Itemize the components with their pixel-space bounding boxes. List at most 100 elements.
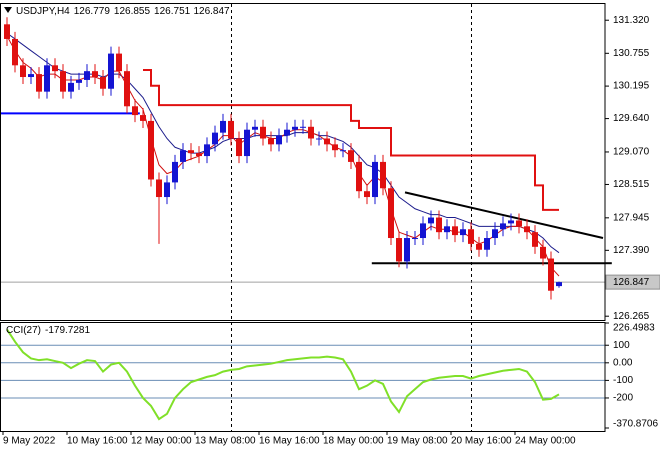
x-tick-label: 12 May 00:00 (131, 436, 192, 447)
cci-line (6, 328, 560, 421)
candle-body (260, 126, 266, 139)
candle-body (164, 182, 170, 198)
high-value: 126.855 (114, 6, 151, 17)
x-tick-label: 18 May 00:00 (323, 436, 384, 447)
candle-body (412, 238, 418, 240)
candle-body (452, 226, 458, 236)
x-tick-label: 24 May 00:00 (515, 436, 576, 447)
candle-body (324, 138, 330, 145)
close-value: 126.847 (193, 6, 230, 17)
candle-body (348, 150, 354, 162)
candle-body (292, 126, 298, 130)
y-tick-label: 130.195 (613, 81, 650, 92)
candle-body (132, 106, 138, 116)
candle-body (396, 238, 402, 262)
y-tick-label: 130.755 (613, 48, 650, 59)
candle-body (60, 71, 66, 92)
chart-title: USDJPY,H4 (16, 6, 70, 17)
candle-body (124, 71, 130, 107)
candle-body (524, 226, 530, 233)
candle-body (204, 144, 210, 157)
y-tick-label: 129.070 (613, 147, 650, 158)
cci-plot (0, 328, 605, 421)
candle-body (444, 226, 450, 233)
cci-tick-label: -100 (613, 375, 633, 386)
candle-body (92, 71, 98, 78)
trend-line (404, 191, 604, 240)
candle-body (100, 77, 106, 89)
moving-average-line (6, 35, 560, 277)
x-tick-label: 13 May 08:00 (195, 436, 256, 447)
current-price-box (605, 274, 660, 290)
candle-body (148, 120, 154, 180)
cci-frame (0, 322, 606, 432)
candle-body (172, 161, 178, 183)
candle-body (220, 120, 226, 133)
cci-tick-label: -200 (613, 393, 633, 404)
x-tick-label: 10 May 16:00 (67, 436, 128, 447)
low-value: 126.751 (154, 6, 191, 17)
candle-body (468, 229, 474, 244)
candle-body (548, 258, 554, 291)
trailing-stop-line (143, 68, 559, 211)
candle-body (316, 138, 322, 140)
candle-body (4, 24, 10, 39)
candle-body (180, 150, 186, 162)
current-price-label: 126.847 (613, 277, 650, 288)
candle-body (332, 144, 338, 151)
candle-body (196, 153, 202, 157)
y-tick-label: 127.390 (613, 245, 650, 256)
cci-label: CCI(27) (6, 325, 41, 336)
candle-body (84, 71, 90, 80)
candle-body (540, 246, 546, 259)
cci-last-value: -179.7281 (45, 325, 90, 336)
y-tick-label: 128.515 (613, 179, 650, 190)
candle-body (228, 120, 234, 139)
cci-tick-label: 100 (613, 340, 630, 351)
chart-header: USDJPY,H4 126.779 126.855 126.751 126.847 (16, 6, 230, 17)
candle-body (420, 223, 426, 239)
candle-body (28, 74, 34, 78)
candle-body (36, 74, 42, 92)
x-tick-label: 9 May 2022 (3, 436, 56, 447)
open-value: 126.779 (74, 6, 111, 17)
cci-tick-label: -370.8706 (613, 419, 658, 430)
candle-body (492, 229, 498, 239)
candle-body (52, 65, 58, 72)
candle-body (68, 82, 74, 92)
candle-body (340, 150, 346, 152)
candle-body (20, 65, 26, 78)
grid-layer (231, 4, 612, 431)
candle-body (244, 129, 250, 157)
candle-body (556, 282, 562, 287)
y-tick-label: 131.320 (613, 15, 650, 26)
x-tick-label: 20 May 16:00 (451, 436, 512, 447)
candle-body (460, 229, 466, 236)
price-frame (0, 3, 606, 321)
x-tick-label: 16 May 16:00 (259, 436, 320, 447)
cci-header: CCI(27) -179.7281 (6, 325, 90, 336)
candle-body (308, 126, 314, 139)
candle-body (500, 223, 506, 230)
price-plot (0, 17, 605, 300)
cci-tick-label: 226.4983 (613, 323, 655, 334)
candle-body (404, 238, 410, 262)
candle-body (428, 217, 434, 224)
axes: 131.320 130.755 130.195 129.640 129.070 128.5… (2, 15, 660, 447)
candle-body (508, 220, 514, 224)
candle-body (372, 161, 378, 198)
y-tick-label: 127.945 (613, 212, 650, 223)
candle-body (76, 79, 82, 83)
candle-body (212, 132, 218, 145)
candle-body (276, 135, 282, 145)
candle-body (140, 115, 146, 121)
candle-body (188, 150, 194, 154)
candle-body (300, 126, 306, 128)
candle-body (108, 53, 114, 89)
collapse-icon (4, 7, 12, 13)
candle-body (516, 220, 522, 227)
candle-body (532, 232, 538, 247)
